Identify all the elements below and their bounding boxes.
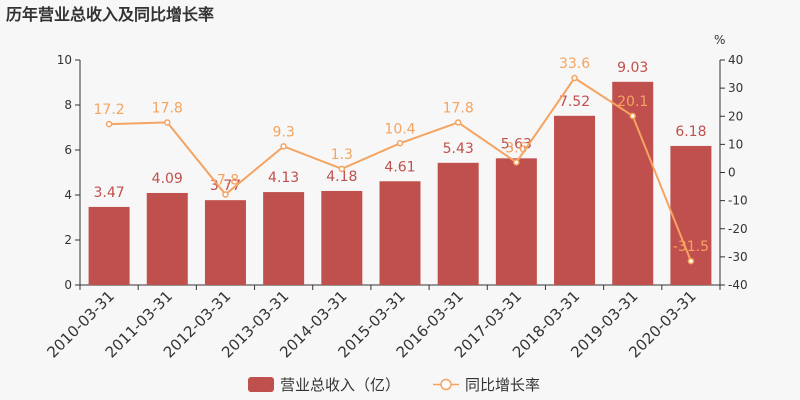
bar-data-label: 5.43 xyxy=(443,141,474,157)
bar-data-label: 7.52 xyxy=(559,94,590,110)
line-point xyxy=(280,143,287,150)
y-right-tick-label: 0 xyxy=(728,166,736,180)
line-point xyxy=(396,140,404,147)
y-right-tick-label: 40 xyxy=(728,53,743,67)
line-point xyxy=(222,191,229,198)
line-data-label: 3.6 xyxy=(505,140,527,156)
bar xyxy=(612,81,654,285)
bar xyxy=(204,200,246,285)
bar-data-label: 3.77 xyxy=(210,178,241,194)
y-right-unit: % xyxy=(714,33,725,47)
bar-data-label: 4.13 xyxy=(268,170,299,186)
line-point xyxy=(338,165,346,173)
bar xyxy=(437,162,479,285)
y-right-tick-label: 10 xyxy=(728,137,743,151)
bar-data-label: 4.18 xyxy=(326,169,357,185)
line-point xyxy=(513,159,520,166)
bar-data-label: 6.18 xyxy=(675,124,706,140)
line-data-label: 1.3 xyxy=(331,147,353,163)
line-data-label: -31.5 xyxy=(673,239,709,255)
y-right-tick-label: -40 xyxy=(728,278,748,292)
chart-title: 历年营业总收入及同比增长率 xyxy=(6,5,214,24)
y-right-tick-label: -20 xyxy=(728,222,748,236)
bar xyxy=(554,115,596,285)
line-point xyxy=(687,257,695,265)
legend-bar-swatch xyxy=(248,377,274,392)
x-tick-labels: 2010-03-312011-03-312012-03-312013-03-31… xyxy=(44,287,700,361)
line-data-label: 33.6 xyxy=(559,56,590,72)
y-right-tick-label: -10 xyxy=(728,194,748,208)
legend: 营业总收入（亿） 同比增长率 xyxy=(248,376,540,394)
bar xyxy=(379,181,421,285)
line-data-label: 17.8 xyxy=(443,100,474,116)
legend-bar-label: 营业总收入（亿） xyxy=(280,376,400,394)
line-point xyxy=(629,112,636,120)
bar-data-label: 4.61 xyxy=(384,159,415,175)
line-point xyxy=(105,120,113,128)
bar-labels: 3.47 4.09 3.77 4.13 4.18 4.61 5.43 5.63 7.52 9.03… xyxy=(94,60,707,201)
legend-line-label: 同比增长率 xyxy=(465,376,540,394)
line-data-label: 17.8 xyxy=(152,100,183,116)
bar xyxy=(321,190,363,285)
y-left-tick-label: 4 xyxy=(64,188,72,202)
line-data-label: 9.3 xyxy=(273,124,295,140)
y-left-tick-label: 10 xyxy=(57,53,72,67)
y-left-tick-label: 0 xyxy=(64,278,72,292)
y-right-tick-label: 20 xyxy=(728,109,743,123)
y-left-tick-label: 2 xyxy=(64,233,72,247)
line-labels: 17.2 17.8 -7.8 9.3 1.3 10.4 17.8 3.6 33.6 20.1 -31… xyxy=(94,56,710,255)
line-data-label: 10.4 xyxy=(384,121,415,137)
line-series xyxy=(105,74,695,265)
line-point xyxy=(571,74,578,82)
bar xyxy=(88,206,130,285)
bar-series xyxy=(88,81,712,285)
y-right-tick-label: 30 xyxy=(728,81,743,95)
line-data-label: 17.2 xyxy=(94,102,125,118)
bar-data-label: 3.47 xyxy=(94,185,125,201)
bar-data-label: 5.63 xyxy=(501,136,532,152)
legend-line-marker xyxy=(440,378,452,391)
line-data-label: 20.1 xyxy=(617,94,648,110)
bar xyxy=(263,192,305,285)
line-data-label: -7.8 xyxy=(212,172,239,188)
y-left-tick-label: 6 xyxy=(64,143,72,157)
y-left-tick-label: 8 xyxy=(64,98,72,112)
line-point xyxy=(454,119,462,126)
bar-data-label: 4.09 xyxy=(152,171,183,187)
bar xyxy=(146,192,188,285)
line-point xyxy=(164,119,171,126)
y-right-tick-label: -30 xyxy=(728,250,748,264)
bar-data-label: 9.03 xyxy=(617,60,648,76)
bar xyxy=(495,158,537,285)
